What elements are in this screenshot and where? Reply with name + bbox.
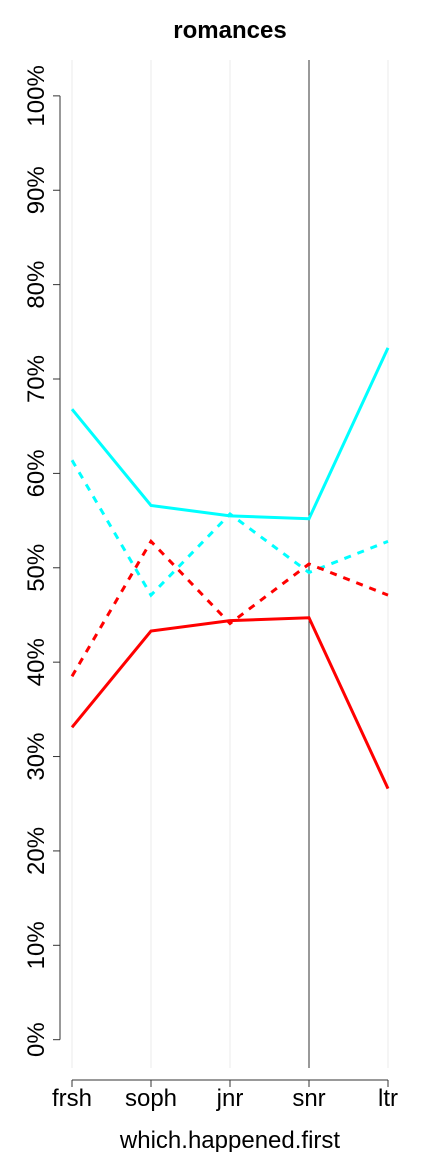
x-tick-label: soph bbox=[125, 1085, 177, 1112]
x-tick-label: snr bbox=[292, 1085, 325, 1112]
x-tick-label: ltr bbox=[378, 1085, 398, 1112]
y-tick-label: 20% bbox=[23, 827, 50, 875]
y-tick-label: 100% bbox=[23, 65, 50, 126]
y-tick-label: 60% bbox=[23, 449, 50, 497]
series-line bbox=[70, 459, 389, 598]
x-axis-label: which.happened.first bbox=[119, 1127, 340, 1152]
y-tick-label: 80% bbox=[23, 261, 50, 309]
y-tick-label: 0% bbox=[23, 1022, 50, 1057]
x-tick-label: frsh bbox=[52, 1085, 92, 1112]
y-tick-label: 50% bbox=[23, 544, 50, 592]
x-tick-label: jnr bbox=[216, 1085, 244, 1112]
y-tick-label: 90% bbox=[23, 166, 50, 214]
series-line bbox=[70, 616, 390, 790]
y-tick-label: 30% bbox=[23, 733, 50, 781]
y-tick-label: 40% bbox=[23, 638, 50, 686]
y-tick-label: 10% bbox=[23, 921, 50, 969]
y-tick-label: 70% bbox=[23, 355, 50, 403]
chart-title: romances bbox=[173, 17, 286, 44]
series-line bbox=[70, 538, 389, 678]
